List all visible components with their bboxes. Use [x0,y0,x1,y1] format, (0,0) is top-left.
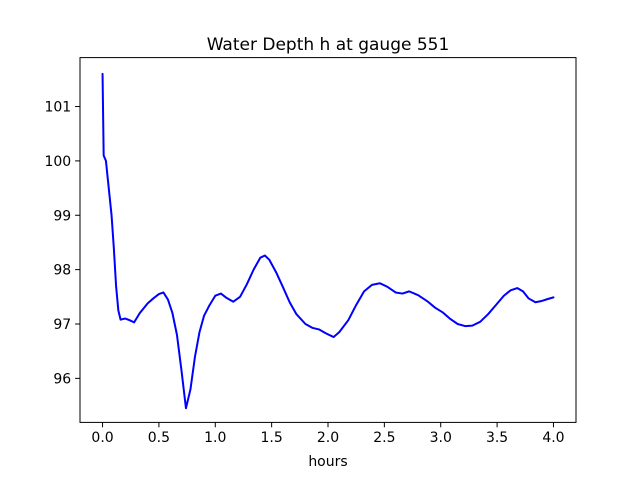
x-tick-label: 1.5 [261,430,283,446]
x-tick-label: 0.5 [148,430,170,446]
x-tick-label: 0.0 [91,430,113,446]
y-tick-label: 98 [53,263,71,279]
plot-area-border [79,57,577,423]
y-tick-label: 100 [44,154,71,170]
x-tick-label: 2.5 [373,430,395,446]
water-depth-line [101,72,555,410]
y-tick-label: 101 [44,100,71,116]
x-tick-label: 4.0 [542,430,564,446]
x-tick-label: 2.0 [317,430,339,446]
x-axis-label: hours [308,454,347,470]
y-tick-label: 97 [53,317,71,333]
x-tick-label: 3.5 [486,430,508,446]
y-tick-label: 96 [53,371,71,387]
x-tick-label: 3.0 [430,430,452,446]
x-axis-ticks: 0.0 0.5 1.0 1.5 2.0 2.5 3.0 3.5 4.0 [91,422,565,446]
y-axis-ticks: 96 97 98 99 100 101 [44,100,80,387]
plot-lines [101,72,555,410]
y-tick-label: 99 [53,208,71,224]
x-tick-label: 1.0 [204,430,226,446]
chart-title: Water Depth h at gauge 551 [207,35,450,55]
